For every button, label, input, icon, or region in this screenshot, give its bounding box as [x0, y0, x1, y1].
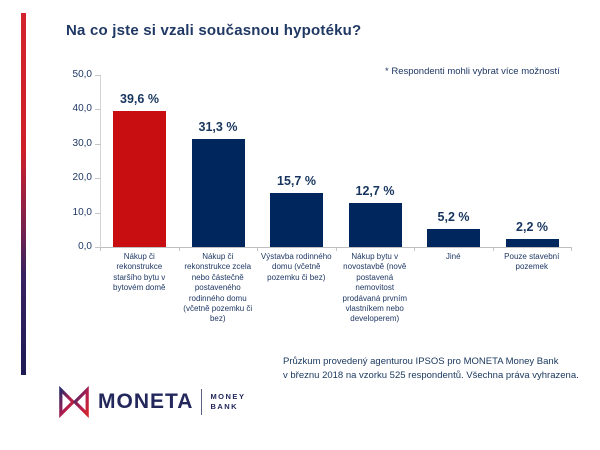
bar	[191, 139, 245, 247]
logo-divider	[201, 389, 203, 415]
y-tick-mark	[95, 109, 101, 111]
y-axis-line	[100, 75, 101, 248]
y-tick-mark	[95, 143, 101, 145]
category-label: Jiné	[445, 252, 461, 261]
y-tick-label: 30,0	[72, 137, 92, 149]
page-title: Na co jste si vzali současnou hypotéku?	[66, 22, 362, 39]
y-tick-mark	[95, 247, 101, 248]
footer-line-2: v březnu 2018 na vzorku 525 respondentů.…	[283, 369, 579, 381]
category-label: Pouze stavební pozemek	[504, 252, 560, 272]
bar	[113, 111, 166, 247]
x-tick-mark	[335, 247, 337, 251]
x-tick-mark	[178, 247, 180, 251]
x-tick-mark	[257, 247, 258, 251]
bar-column: 31,3 %	[179, 75, 258, 247]
bar-value-label: 31,3 %	[198, 120, 238, 134]
bar	[427, 229, 480, 247]
bar-column: 2,2 %	[493, 75, 572, 247]
y-tick-label: 0,0	[78, 241, 92, 252]
y-tick-label: 20,0	[72, 172, 92, 184]
bar-value-label: 12,7 %	[355, 184, 395, 198]
bar-value-label: 2,2 %	[516, 220, 548, 234]
bar-chart: 39,6 % 31,3 % 15,7 % 12,7 % 5,2 % 2,2 %	[100, 75, 571, 247]
y-tick-mark	[95, 212, 101, 214]
x-tick-mark	[492, 247, 494, 251]
bar-column: 15,7 %	[257, 75, 336, 247]
category-label: Nákup bytu v novostavbě (nově postavená …	[342, 252, 407, 324]
title-accent-bar	[21, 13, 26, 375]
money-bank-label: MONEY BANK	[210, 391, 246, 411]
y-tick-label: 50,0	[72, 69, 92, 80]
bar-value-label: 5,2 %	[437, 210, 470, 224]
x-tick-mark	[571, 247, 572, 251]
x-tick-mark	[414, 247, 415, 251]
category-label: Výstavba rodinného domu (včetně pozemku …	[260, 252, 332, 282]
bar-column: 12,7 %	[336, 75, 415, 247]
bar-value-label: 15,7 %	[277, 174, 316, 188]
category-label: Nákup či rekonstrukce zcela nebo částečn…	[183, 252, 253, 324]
footer-line-1: Průzkum provedený agenturou IPSOS pro MO…	[283, 356, 559, 367]
category-axis: Nákup či rekonstrukce staršího bytu v by…	[100, 252, 571, 362]
bar-column: 39,6 %	[100, 75, 179, 247]
y-tick-mark	[95, 178, 101, 180]
y-tick-label: 10,0	[72, 206, 92, 218]
bar	[270, 193, 323, 247]
x-tick-mark	[100, 247, 101, 251]
footer-disclaimer: Průzkum provedený agenturou IPSOS pro MO…	[283, 355, 583, 383]
y-tick-mark	[95, 75, 101, 76]
moneta-m-icon	[59, 386, 89, 418]
moneta-wordmark: MONETA	[98, 390, 194, 413]
category-label: Nákup či rekonstrukce staršího bytu v by…	[113, 252, 166, 293]
moneta-logo: MONETA MONEY BANK	[58, 386, 245, 418]
y-tick-label: 40,0	[72, 103, 92, 115]
chart-note: * Respondenti mohli vybrat více možností	[385, 66, 560, 77]
bar	[348, 203, 402, 247]
bar	[505, 239, 559, 247]
bar-column: 5,2 %	[414, 75, 493, 247]
bar-value-label: 39,6 %	[120, 92, 159, 106]
